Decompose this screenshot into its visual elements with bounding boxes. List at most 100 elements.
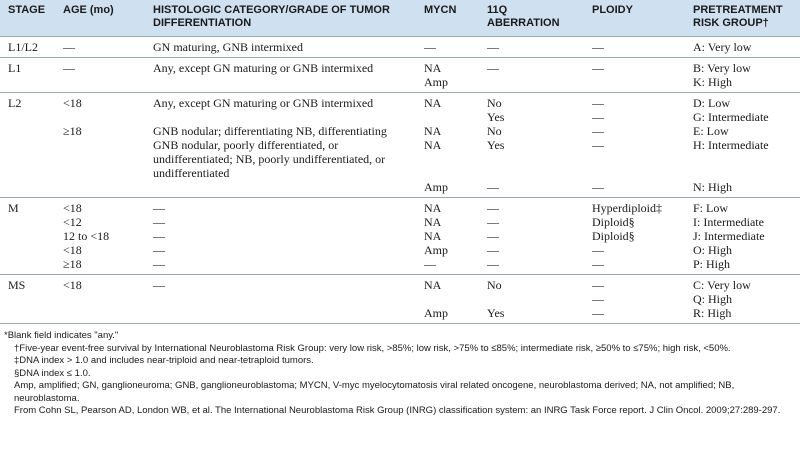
table-cell: D: Low (693, 96, 730, 110)
footnote: From Cohn SL, Pearson AD, London WB, et … (14, 405, 781, 416)
table-cell: <12 (63, 215, 82, 229)
table-cell (55, 75, 145, 93)
row-group: L1/L2 — GN maturing, GNB intermixed — — — A: V… (0, 36, 800, 58)
table-cell: — (592, 257, 604, 271)
table-cell: NA (424, 215, 442, 229)
table-cell (416, 110, 479, 124)
table-cell: NA (424, 96, 442, 110)
table-cell: K: High (693, 75, 732, 89)
table-cell: NA (424, 124, 442, 138)
row-group: M <18— NA — Hyperdiploid‡ F: Low <12— NA — Diploi… (0, 197, 800, 275)
table-row: <18 — Amp — — O: High (0, 243, 800, 257)
table-cell: — (592, 40, 604, 54)
row-group: L1 — Any, except GN maturing or GNB interm… (0, 57, 800, 93)
table-cell: GNB nodular; differentiating NB, differe… (153, 124, 387, 138)
table-cell: Diploid§ (592, 229, 635, 243)
footnote: †Five-year event-free survival by Intern… (14, 342, 731, 354)
table-cell: L1/L2 (8, 40, 38, 54)
table-cell (0, 215, 55, 229)
table-cell: — (487, 180, 499, 194)
table-cell (55, 110, 145, 124)
table-cell: — (592, 138, 604, 152)
table-cell: — (592, 96, 604, 110)
table-cell: No (487, 278, 502, 292)
header-cell: PLOIDY (584, 0, 685, 37)
risk-table: STAGE AGE (mo) HISTOLOGIC CATEGORY/GRADE O… (0, 0, 800, 324)
table-cell: NA (424, 201, 442, 215)
table-cell: Yes (487, 138, 505, 152)
footnote: Amp, amplified; GN, ganglioneuroma; GNB,… (14, 380, 735, 404)
table-cell: — (592, 124, 604, 138)
table-row: L1 — Any, except GN maturing or GNB interm… (0, 58, 800, 76)
table-cell (0, 257, 55, 275)
footnote: *Blank field indicates "any." (4, 330, 119, 341)
table-cell (0, 75, 55, 93)
table-cell (584, 75, 685, 93)
table-row: Amp K: High (0, 75, 800, 93)
table-cell: R: High (693, 306, 732, 320)
table-cell: — (592, 180, 604, 194)
table-cell: — (592, 110, 604, 124)
table-cell (479, 292, 584, 306)
table-cell: — (153, 243, 165, 257)
table-row: 12 to <18 — NA — Diploid§ J: Intermediate (0, 229, 800, 243)
table-cell: — (63, 61, 75, 75)
table-cell: B: Very low (693, 61, 751, 75)
table-cell: A: Very low (693, 40, 752, 54)
table-cell: — (424, 257, 436, 271)
table-cell: Diploid§ (592, 215, 635, 229)
table-cell: — (424, 40, 436, 54)
table-cell (145, 306, 416, 324)
table-cell: C: Very low (693, 278, 751, 292)
table-row: Amp — — N: High (0, 180, 800, 198)
table-row: L2 <18 Any, except GN maturing or GNB inte… (0, 93, 800, 111)
table-cell: — (153, 229, 165, 243)
table-cell: NA (424, 138, 442, 152)
table-cell: — (487, 257, 499, 271)
table-row: L1/L2 — GN maturing, GNB intermixed — — — A: V… (0, 37, 800, 58)
table-cell: No (487, 124, 502, 138)
table-cell: Amp (424, 243, 448, 257)
table-cell: I: Intermediate (693, 215, 764, 229)
table-cell: Amp (424, 75, 448, 89)
table-cell (55, 306, 145, 324)
table-cell: 12 to <18 (63, 229, 110, 243)
table-cell: Yes (487, 306, 505, 320)
table-row: <12 — NA — Diploid§ I: Intermediate (0, 215, 800, 229)
table-cell: — (487, 201, 499, 215)
table-cell: — (592, 278, 604, 292)
table-row: — Q: High (0, 292, 800, 306)
table-cell: P: High (693, 257, 731, 271)
table-cell: J: Intermediate (693, 229, 765, 243)
table-cell: — (592, 61, 604, 75)
table-cell: — (592, 243, 604, 257)
footnote: §DNA index ≤ 1.0. (14, 367, 91, 379)
table-row: Amp Yes — R: High (0, 306, 800, 324)
table-cell: E: Low (693, 124, 729, 138)
table-cell: <18 (63, 278, 82, 292)
table-row: ≥18 GNB nodular; differentiating NB, diff… (0, 124, 800, 138)
footnote: ‡DNA index > 1.0 and includes near-tripl… (14, 355, 314, 366)
table-cell: ≥18 (63, 257, 82, 271)
footnotes: *Blank field indicates "any." †Five-year … (0, 324, 800, 418)
table-cell (0, 306, 55, 324)
table-cell (55, 292, 145, 306)
table-cell: — (153, 278, 165, 292)
table-cell: — (487, 243, 499, 257)
table-cell: — (487, 215, 499, 229)
table-cell: H: Intermediate (693, 138, 769, 152)
table-cell (145, 292, 416, 306)
table-cell: F: Low (693, 201, 729, 215)
table-cell: — (592, 292, 604, 306)
table-cell (0, 243, 55, 257)
header-cell: AGE (mo) (55, 0, 145, 37)
table-cell: GNB nodular, poorly differentiated, or u… (153, 138, 386, 180)
table-cell (55, 138, 145, 180)
table-cell: — (592, 306, 604, 320)
table-row: MS <18 — NA No — C: Very low (0, 275, 800, 293)
table-cell: Hyperdiploid‡ (592, 201, 662, 215)
table-cell: MS (8, 278, 26, 292)
table-cell (0, 229, 55, 243)
table-cell: — (153, 201, 165, 215)
